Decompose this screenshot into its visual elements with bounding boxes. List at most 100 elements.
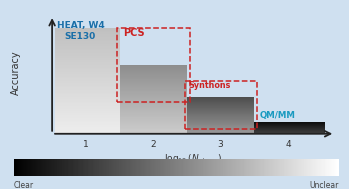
Text: QM/MM: QM/MM <box>260 111 296 120</box>
Bar <box>119 128 187 129</box>
Bar <box>119 119 187 120</box>
Bar <box>55 111 119 113</box>
Bar <box>55 85 119 86</box>
Bar <box>55 127 119 129</box>
Bar <box>119 131 187 132</box>
Bar <box>119 72 187 73</box>
Bar <box>55 130 119 131</box>
Bar <box>55 68 119 69</box>
Bar <box>187 132 254 133</box>
Bar <box>55 34 119 36</box>
Bar <box>119 95 187 96</box>
Bar <box>55 86 119 88</box>
Bar <box>187 131 254 132</box>
Bar <box>119 68 187 69</box>
Bar <box>187 99 254 100</box>
Bar <box>55 121 119 122</box>
Bar <box>187 121 254 122</box>
Bar <box>119 94 187 95</box>
Bar <box>55 98 119 99</box>
Bar <box>187 112 254 113</box>
Bar <box>55 105 119 106</box>
Text: 1: 1 <box>83 139 89 149</box>
Bar <box>187 122 254 123</box>
Bar <box>55 38 119 40</box>
Bar <box>55 126 119 127</box>
Bar <box>55 102 119 103</box>
Bar <box>55 54 119 56</box>
Bar <box>119 66 187 67</box>
Text: Accuracy: Accuracy <box>11 50 21 95</box>
Bar <box>119 130 187 131</box>
Bar <box>119 122 187 123</box>
Bar <box>55 115 119 117</box>
Bar <box>55 94 119 95</box>
Bar <box>119 73 187 74</box>
Bar <box>119 99 187 100</box>
Bar <box>119 112 187 113</box>
Bar <box>55 43 119 44</box>
Bar <box>187 119 254 120</box>
Bar <box>119 91 187 92</box>
Bar <box>187 103 254 104</box>
Bar <box>119 70 187 71</box>
Bar <box>187 107 254 108</box>
Bar <box>55 41 119 43</box>
Bar <box>55 118 119 119</box>
Bar <box>119 89 187 90</box>
Text: $\log_{10}(N_{atoms})$: $\log_{10}(N_{atoms})$ <box>164 152 223 165</box>
Bar <box>119 127 187 128</box>
Bar <box>55 57 119 58</box>
Bar <box>55 66 119 68</box>
Bar <box>55 52 119 53</box>
Bar <box>119 97 187 98</box>
Bar <box>119 113 187 114</box>
Bar <box>119 65 187 66</box>
Bar <box>119 104 187 105</box>
Bar <box>55 48 119 49</box>
Bar <box>119 88 187 89</box>
Bar <box>55 37 119 38</box>
Bar <box>55 91 119 93</box>
Bar <box>119 80 187 81</box>
Bar <box>119 90 187 91</box>
Bar <box>187 100 254 101</box>
Bar <box>119 124 187 125</box>
Bar <box>187 133 254 134</box>
Bar <box>187 101 254 102</box>
Bar <box>55 64 119 65</box>
Bar <box>55 50 119 52</box>
Bar <box>119 75 187 76</box>
Bar <box>55 82 119 84</box>
Bar <box>55 97 119 98</box>
Bar <box>55 95 119 97</box>
Text: Unclear: Unclear <box>309 181 339 189</box>
Bar <box>119 129 187 130</box>
Bar <box>187 129 254 130</box>
Bar <box>55 33 119 34</box>
Bar <box>187 97 254 98</box>
Bar <box>119 109 187 110</box>
Bar <box>55 69 119 70</box>
Bar <box>187 102 254 103</box>
Bar <box>119 118 187 119</box>
Bar <box>119 79 187 80</box>
Bar <box>119 76 187 77</box>
Bar <box>55 81 119 82</box>
Bar <box>55 73 119 74</box>
Bar <box>55 122 119 123</box>
Bar <box>119 106 187 107</box>
Bar <box>187 114 254 115</box>
Bar <box>187 104 254 105</box>
Bar <box>119 74 187 75</box>
Text: Synthons: Synthons <box>188 81 231 90</box>
Bar <box>187 111 254 112</box>
Bar <box>55 132 119 134</box>
Bar <box>55 29 119 30</box>
Bar <box>55 76 119 77</box>
Bar <box>55 103 119 105</box>
Bar <box>119 92 187 93</box>
Bar <box>119 102 187 103</box>
Bar <box>55 80 119 81</box>
Bar <box>55 125 119 126</box>
